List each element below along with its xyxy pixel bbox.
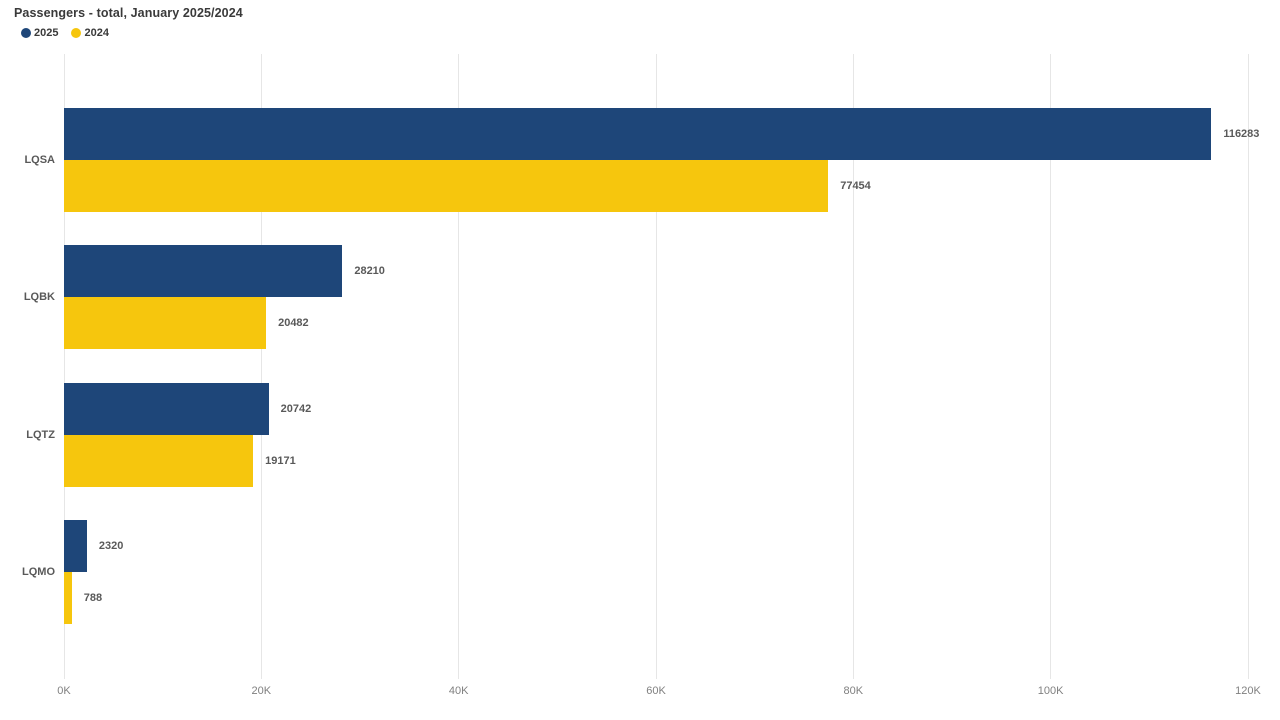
legend-label-2025: 2025 [34, 27, 59, 39]
category-label-lqtz: LQTZ [26, 428, 55, 441]
x-axis-tick-label: 100K [1037, 685, 1064, 697]
x-axis-tick-label: 80K [843, 685, 864, 697]
bar-2025-lqsa[interactable] [64, 108, 1212, 160]
legend-item-2024[interactable]: 2024 [71, 27, 109, 39]
category-label-lqmo: LQMO [22, 565, 55, 578]
bar-2025-lqtz[interactable] [64, 382, 269, 435]
plot-area: LQSA 116283 77454 LQBK 28210 20482 LQTZ 20742 19… [22, 54, 1259, 679]
legend-label-2024: 2024 [84, 27, 109, 39]
gridline [63, 54, 65, 679]
category-label-lqbk: LQBK [23, 291, 55, 304]
bar-2025-lqmo[interactable] [64, 519, 87, 572]
value-label-2024-lqmo: 788 [83, 591, 103, 604]
x-axis-tick-label: 20K [251, 685, 272, 697]
legend-item-2025[interactable]: 2025 [21, 27, 58, 39]
category-label-lqsa: LQSA [24, 154, 55, 166]
gridline [458, 54, 460, 679]
legend-dot-2025 [21, 28, 31, 38]
legend-dot-2024 [71, 28, 82, 38]
gridline [1050, 54, 1052, 679]
gridline [260, 54, 262, 679]
value-label-2024-lqtz: 19171 [265, 454, 296, 467]
bar-2024-lqtz[interactable] [64, 434, 254, 487]
bar-2024-lqsa[interactable] [64, 160, 829, 212]
value-label-2025-lqmo: 2320 [98, 539, 124, 552]
chart-title: Passengers - total, January 2025/2024 [14, 6, 243, 20]
x-axis: 0K 20K 40K 60K 80K 100K 120K [57, 685, 1261, 699]
value-label-2025-lqbk: 28210 [354, 265, 385, 278]
bar-2024-lqbk[interactable] [64, 297, 267, 350]
gridline [852, 54, 854, 679]
x-axis-tick-label: 60K [646, 685, 666, 697]
gridline [655, 54, 657, 679]
x-axis-tick-label: 40K [448, 685, 469, 697]
bar-2024-lqmo[interactable] [64, 571, 72, 624]
value-label-2024-lqsa: 77454 [840, 180, 871, 192]
gridline [1247, 54, 1249, 679]
x-axis-tick-label: 120K [1235, 685, 1261, 697]
x-axis-tick-label: 0K [57, 685, 71, 697]
legend: 2025 2024 [21, 27, 109, 39]
bar-2025-lqbk[interactable] [64, 245, 343, 298]
value-label-2024-lqbk: 20482 [278, 317, 309, 330]
value-label-2025-lqsa: 116283 [1223, 128, 1260, 140]
value-label-2025-lqtz: 20742 [280, 402, 312, 415]
